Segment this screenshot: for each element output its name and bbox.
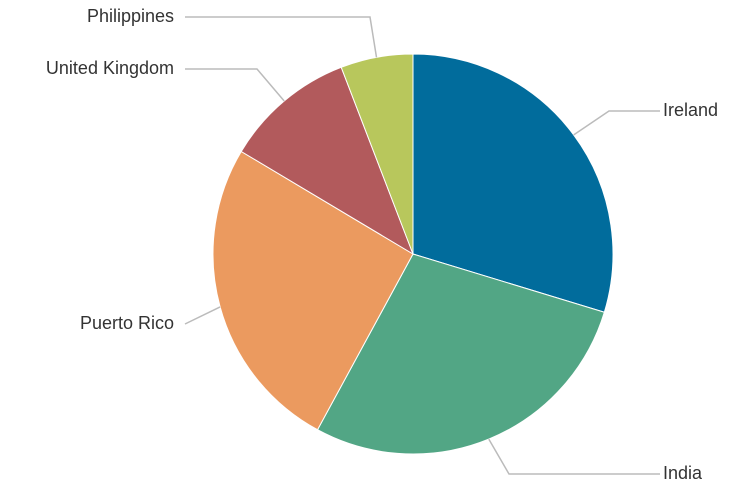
pie-slices <box>212 53 614 455</box>
slice-labels: Ireland India Puerto Rico United Kingdom Phi… <box>46 6 718 483</box>
leader-line-ireland <box>573 110 660 136</box>
slice-label-puerto-rico: Puerto Rico <box>80 313 174 333</box>
leader-line-united-kingdom <box>185 68 285 102</box>
slice-label-philippines: Philippines <box>87 6 174 26</box>
slice-label-united-kingdom: United Kingdom <box>46 58 174 78</box>
slice-label-india: India <box>663 463 703 483</box>
pie-slice-puerto-rico <box>212 150 414 431</box>
slice-label-ireland: Ireland <box>663 100 718 120</box>
leader-line-india <box>488 438 660 475</box>
leader-lines <box>184 16 660 475</box>
pie-slice-india <box>316 253 605 455</box>
pie-slice-ireland <box>412 53 614 313</box>
pie-slice-philippines <box>340 53 414 255</box>
leader-line-puerto-rico <box>184 306 221 325</box>
leader-line-philippines <box>185 16 378 58</box>
